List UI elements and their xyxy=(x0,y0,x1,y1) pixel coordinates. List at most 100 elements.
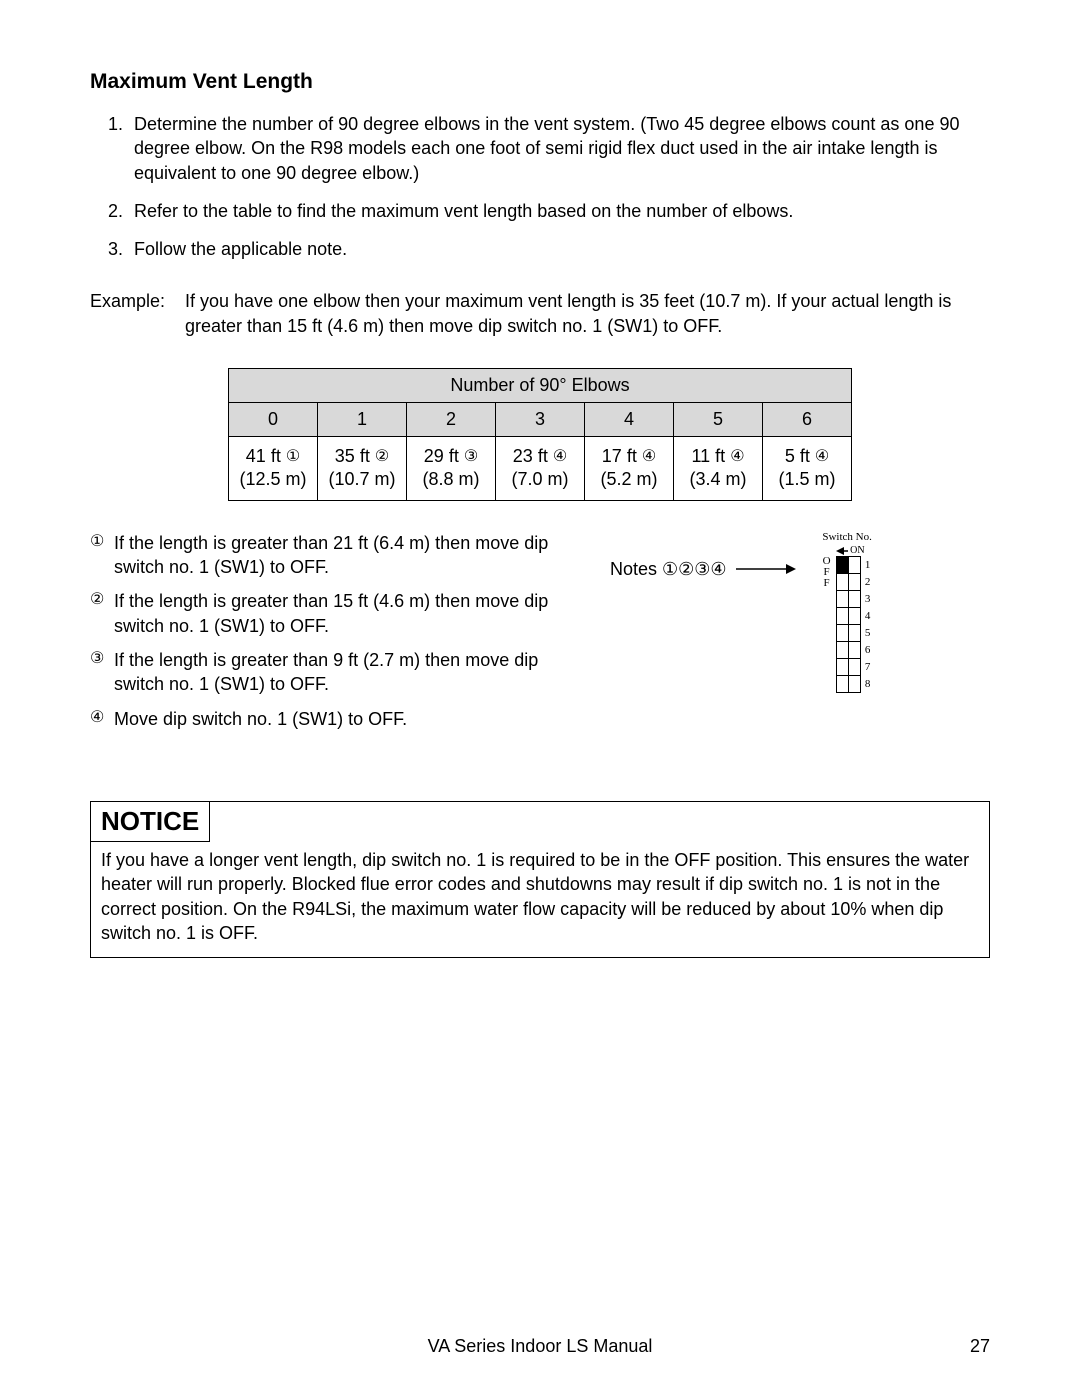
elbow-cell: 17 ft ④ (5.2 m) xyxy=(585,437,674,501)
note-text: If the length is greater than 9 ft (2.7 … xyxy=(114,648,550,697)
elbow-cell: 41 ft ① (12.5 m) xyxy=(229,437,318,501)
example-block: Example: If you have one elbow then your… xyxy=(90,289,990,338)
dip-switch-cell xyxy=(848,590,860,607)
elbow-table-column-row: 0 1 2 3 4 5 6 xyxy=(229,403,852,437)
elbow-cell-ft: 23 ft xyxy=(513,446,548,466)
elbow-cell: 5 ft ④ (1.5 m) xyxy=(763,437,852,501)
note-ref-icon: ① xyxy=(286,448,300,465)
note-ref-icon: ③ xyxy=(464,448,478,465)
elbow-col-head: 2 xyxy=(407,403,496,437)
note-text: If the length is greater than 15 ft (4.6… xyxy=(114,589,550,638)
note-text: Move dip switch no. 1 (SW1) to OFF. xyxy=(114,707,407,731)
dip-switch-on-label: ON xyxy=(820,545,875,556)
elbow-col-head: 4 xyxy=(585,403,674,437)
dip-switch-cell xyxy=(848,573,860,590)
elbow-col-head: 3 xyxy=(496,403,585,437)
note-ref-icon: ② xyxy=(375,448,389,465)
dip-switch-off-label: OFF xyxy=(820,556,837,607)
dip-switch-row-number: 1 xyxy=(860,556,875,573)
example-label: Example: xyxy=(90,289,180,313)
note-item: ② If the length is greater than 15 ft (4… xyxy=(90,589,550,638)
elbow-cell-m: (7.0 m) xyxy=(511,469,568,489)
dip-switch-row-number: 2 xyxy=(860,573,875,590)
elbow-col-head: 6 xyxy=(763,403,852,437)
elbow-cell-m: (3.4 m) xyxy=(689,469,746,489)
notes-label-text: Notes ①②③④ xyxy=(610,559,727,579)
elbow-cell-ft: 5 ft xyxy=(785,446,810,466)
dip-switch-cell xyxy=(848,607,860,624)
elbow-cell: 35 ft ② (10.7 m) xyxy=(318,437,407,501)
dip-switch-diagram: Switch No. ON OFF 12345678 xyxy=(820,531,875,693)
dip-switch-table: OFF 12345678 xyxy=(820,556,875,693)
elbow-table: Number of 90° Elbows 0 1 2 3 4 5 6 41 ft… xyxy=(228,368,852,501)
dip-switch-cell xyxy=(836,675,848,692)
instruction-list: Determine the number of 90 degree elbows… xyxy=(90,112,990,261)
dip-switch-cell xyxy=(836,607,848,624)
dip-switch-cell xyxy=(836,556,848,573)
dip-switch-row-number: 4 xyxy=(860,607,875,624)
instruction-step: Follow the applicable note. xyxy=(128,237,990,261)
elbow-cell-ft: 41 ft xyxy=(246,446,281,466)
page-footer: VA Series Indoor LS Manual 27 xyxy=(90,1336,990,1357)
example-text: If you have one elbow then your maximum … xyxy=(185,289,965,338)
instruction-step: Refer to the table to find the maximum v… xyxy=(128,199,990,223)
notes-pointer-label: Notes ①②③④ xyxy=(610,559,800,581)
note-ref-icon: ④ xyxy=(553,448,567,465)
note-ref-icon: ④ xyxy=(815,448,829,465)
elbow-cell-ft: 17 ft xyxy=(602,446,637,466)
page: Maximum Vent Length Determine the number… xyxy=(0,0,1080,1397)
dip-switch-cell xyxy=(836,658,848,675)
dip-switch-cell xyxy=(836,641,848,658)
notes-list: ① If the length is greater than 21 ft (6… xyxy=(90,531,550,741)
elbow-cell: 23 ft ④ (7.0 m) xyxy=(496,437,585,501)
notice-title: NOTICE xyxy=(90,801,210,842)
section-title: Maximum Vent Length xyxy=(90,70,990,94)
elbow-cell-m: (12.5 m) xyxy=(239,469,306,489)
dip-switch-cell xyxy=(836,573,848,590)
dip-switch-cell xyxy=(836,590,848,607)
note-ref-icon: ④ xyxy=(642,448,656,465)
footer-center-text: VA Series Indoor LS Manual xyxy=(90,1336,990,1357)
elbow-cell-ft: 29 ft xyxy=(424,446,459,466)
elbow-cell-ft: 35 ft xyxy=(335,446,370,466)
arrow-right-icon xyxy=(736,560,796,581)
note-mark-icon: ② xyxy=(90,589,114,638)
dip-switch-row-number: 8 xyxy=(860,675,875,692)
note-mark-icon: ① xyxy=(90,531,114,580)
spacer xyxy=(820,607,837,692)
notice-box: NOTICE If you have a longer vent length,… xyxy=(90,801,990,958)
elbow-col-head: 1 xyxy=(318,403,407,437)
elbow-cell: 29 ft ③ (8.8 m) xyxy=(407,437,496,501)
note-mark-icon: ③ xyxy=(90,648,114,697)
elbow-cell: 11 ft ④ (3.4 m) xyxy=(674,437,763,501)
elbow-cell-m: (1.5 m) xyxy=(778,469,835,489)
notice-text: If you have a longer vent length, dip sw… xyxy=(101,848,979,945)
on-label-text: ON xyxy=(850,545,864,556)
dip-switch-row-number: 7 xyxy=(860,658,875,675)
elbow-cell-ft: 11 ft xyxy=(691,446,725,466)
dip-switch-cell xyxy=(836,624,848,641)
instruction-step: Determine the number of 90 degree elbows… xyxy=(128,112,990,185)
elbow-cell-m: (10.7 m) xyxy=(328,469,395,489)
elbow-col-head: 0 xyxy=(229,403,318,437)
dip-switch-cell xyxy=(848,641,860,658)
dip-switch-cell xyxy=(848,624,860,641)
elbow-col-head: 5 xyxy=(674,403,763,437)
arrow-left-icon xyxy=(836,547,848,555)
dip-switch-title: Switch No. xyxy=(820,531,875,543)
note-ref-icon: ④ xyxy=(730,448,744,465)
footer-page-number: 27 xyxy=(970,1336,990,1357)
dip-switch-cell xyxy=(848,556,860,573)
dip-switch-row-number: 5 xyxy=(860,624,875,641)
elbow-table-header: Number of 90° Elbows xyxy=(229,369,852,403)
notes-area: ① If the length is greater than 21 ft (6… xyxy=(90,531,990,741)
note-mark-icon: ④ xyxy=(90,707,114,731)
note-item: ④ Move dip switch no. 1 (SW1) to OFF. xyxy=(90,707,550,731)
elbow-cell-m: (8.8 m) xyxy=(422,469,479,489)
dip-switch-row-number: 3 xyxy=(860,590,875,607)
note-text: If the length is greater than 21 ft (6.4… xyxy=(114,531,550,580)
dip-switch-row-number: 6 xyxy=(860,641,875,658)
dip-switch-cell xyxy=(848,658,860,675)
dip-switch-cell xyxy=(848,675,860,692)
elbow-cell-m: (5.2 m) xyxy=(600,469,657,489)
